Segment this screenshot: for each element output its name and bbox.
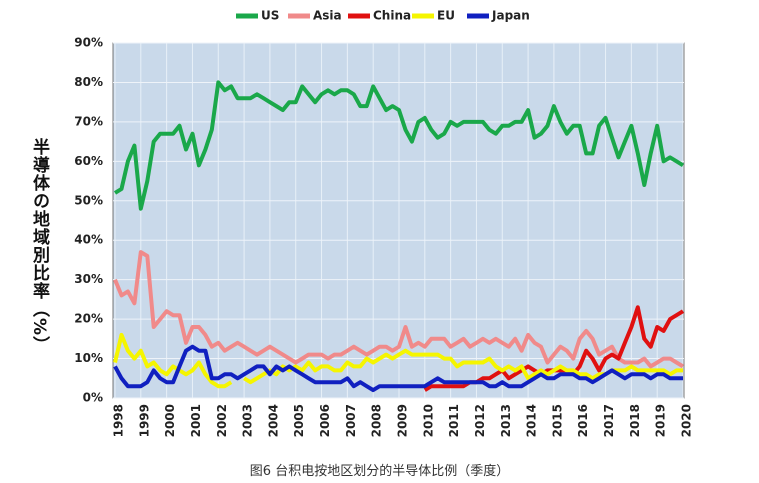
x-tick-label: 2009 xyxy=(396,404,410,437)
caption: 图6 台积电按地区划分的半导体比例（季度） xyxy=(249,464,510,479)
x-tick-label: 2020 xyxy=(680,404,694,437)
y-tick-label: 20% xyxy=(74,312,103,326)
legend-item: Asia xyxy=(288,9,342,23)
y-tick-label: 90% xyxy=(74,36,103,50)
x-tick-label: 2015 xyxy=(550,404,564,437)
x-tick-label: 2002 xyxy=(215,404,229,437)
x-tick-label: 2006 xyxy=(318,404,332,437)
legend-item: China xyxy=(348,9,411,23)
legend-label: US xyxy=(261,9,279,23)
legend-label: Asia xyxy=(313,9,342,23)
x-tick-label: 2014 xyxy=(525,404,539,437)
y-tick-label: 50% xyxy=(74,193,103,207)
y-tick-label: 0% xyxy=(83,391,103,405)
x-tick-label: 2001 xyxy=(189,404,203,437)
legend-item: EU xyxy=(412,9,455,23)
series-line xyxy=(113,344,683,393)
x-tick-label: 2018 xyxy=(628,404,642,437)
x-tick-label: 2019 xyxy=(654,404,668,437)
y-tick-label: 80% xyxy=(74,75,103,89)
x-tick-label: 1998 xyxy=(112,404,126,437)
series-line xyxy=(113,250,685,369)
y-tick-label: 60% xyxy=(74,154,103,168)
legend-label: EU xyxy=(437,9,455,23)
x-tick-label: 2012 xyxy=(473,404,487,437)
y-tick-label: 40% xyxy=(74,233,103,247)
x-tick-label: 2010 xyxy=(421,404,435,437)
legend-label: China xyxy=(373,9,411,23)
x-tick-label: 2004 xyxy=(266,404,280,437)
x-tick-label: 1999 xyxy=(137,404,151,437)
x-tick-label: 2005 xyxy=(292,404,306,437)
x-tick-label: 2013 xyxy=(499,404,513,437)
x-tick-label: 2011 xyxy=(447,404,461,437)
x-tick-label: 2008 xyxy=(370,404,384,437)
x-tick-label: 2007 xyxy=(344,404,358,437)
legend-item: US xyxy=(236,9,279,23)
y-tick-label: 10% xyxy=(74,351,103,365)
x-tick-label: 2003 xyxy=(241,404,255,437)
x-tick-label: 2016 xyxy=(576,404,590,437)
legend-item: Japan xyxy=(467,9,530,23)
y-tick-label: 70% xyxy=(74,114,103,128)
legend-label: Japan xyxy=(491,9,530,23)
series-line xyxy=(113,80,685,211)
y-tick-label: 30% xyxy=(74,272,103,286)
y-axis-label: 半導体の地域別比率（%） xyxy=(29,138,49,355)
x-tick-label: 2017 xyxy=(602,404,616,437)
x-tick-label: 2000 xyxy=(163,404,177,437)
